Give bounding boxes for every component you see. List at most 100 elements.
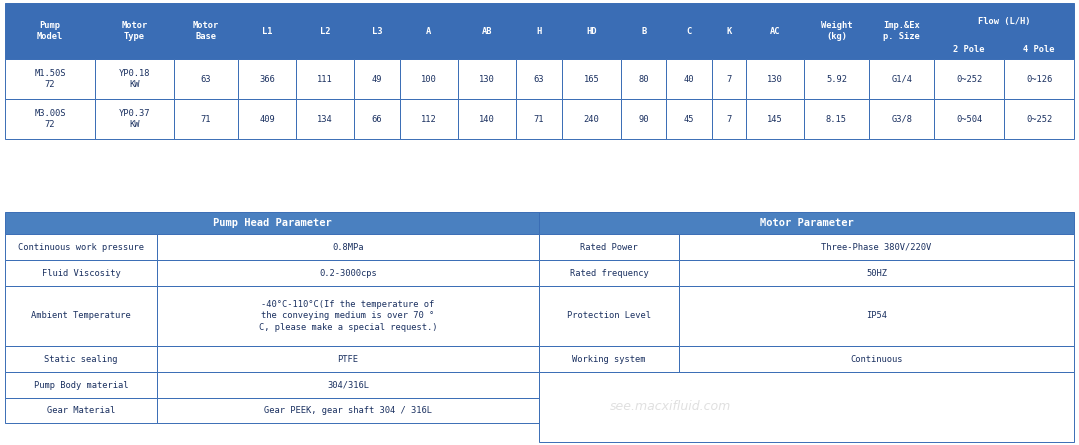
Bar <box>934 99 1005 139</box>
Text: Motor
Base: Motor Base <box>193 20 219 41</box>
Text: C: C <box>686 27 692 36</box>
Text: H: H <box>536 27 542 36</box>
Text: 63: 63 <box>201 74 211 84</box>
Bar <box>622 99 667 139</box>
Text: Fluid Viscosity: Fluid Viscosity <box>42 268 121 278</box>
Text: 145: 145 <box>767 114 782 124</box>
Text: 0~504: 0~504 <box>956 114 982 124</box>
Text: Motor Parameter: Motor Parameter <box>760 218 853 228</box>
Bar <box>622 59 667 99</box>
Bar <box>804 99 869 139</box>
Bar <box>296 3 354 59</box>
Text: G3/8: G3/8 <box>891 114 912 124</box>
Text: AC: AC <box>769 27 780 36</box>
Text: 71: 71 <box>201 114 211 124</box>
Bar <box>540 286 679 346</box>
Text: 66: 66 <box>372 114 382 124</box>
Bar <box>679 234 1074 260</box>
Text: L3: L3 <box>372 27 382 36</box>
Text: 0.2-3000cps: 0.2-3000cps <box>319 268 377 278</box>
Text: K: K <box>726 27 732 36</box>
Text: Continuous: Continuous <box>850 355 903 364</box>
Bar <box>1005 59 1074 99</box>
Text: 5.92: 5.92 <box>825 74 847 84</box>
Text: Static sealing: Static sealing <box>44 355 118 364</box>
Text: 112: 112 <box>421 114 437 124</box>
Text: Motor
Type: Motor Type <box>122 20 148 41</box>
Text: Pump Body material: Pump Body material <box>33 380 128 389</box>
Text: 71: 71 <box>534 114 544 124</box>
Text: 0~252: 0~252 <box>1026 114 1052 124</box>
Text: IP54: IP54 <box>866 312 887 320</box>
Bar <box>5 99 95 139</box>
Bar <box>562 59 622 99</box>
Bar <box>746 59 804 99</box>
Bar <box>5 398 158 423</box>
Bar <box>158 286 540 346</box>
Bar <box>5 346 158 372</box>
Text: Weight
(kg): Weight (kg) <box>821 20 852 41</box>
Bar <box>540 260 679 286</box>
Bar <box>296 59 354 99</box>
Bar <box>5 59 95 99</box>
Text: 0~126: 0~126 <box>1026 74 1052 84</box>
Bar <box>540 234 679 260</box>
Text: 0.8MPa: 0.8MPa <box>332 243 364 251</box>
Text: 49: 49 <box>372 74 382 84</box>
Text: M1.50S
72: M1.50S 72 <box>35 69 66 89</box>
Text: Imp.&Ex
p. Size: Imp.&Ex p. Size <box>884 20 920 41</box>
Bar <box>562 3 622 59</box>
Text: 409: 409 <box>259 114 275 124</box>
Bar <box>5 234 158 260</box>
Text: 7: 7 <box>726 74 732 84</box>
Bar <box>158 260 540 286</box>
Bar <box>746 3 804 59</box>
Text: Gear Material: Gear Material <box>46 406 115 415</box>
Text: 45: 45 <box>684 114 695 124</box>
Bar <box>712 59 746 99</box>
Text: Rated frequency: Rated frequency <box>570 268 648 278</box>
Text: L1: L1 <box>262 27 272 36</box>
Bar <box>622 3 667 59</box>
Text: 0~252: 0~252 <box>956 74 982 84</box>
Bar <box>562 99 622 139</box>
Text: 4 Pole: 4 Pole <box>1023 45 1055 54</box>
Text: A: A <box>426 27 432 36</box>
Text: YP0.18
KW: YP0.18 KW <box>119 69 150 89</box>
Text: Ambient Temperature: Ambient Temperature <box>31 312 131 320</box>
Bar <box>237 59 296 99</box>
Text: Pump Head Parameter: Pump Head Parameter <box>213 218 331 228</box>
Bar <box>679 260 1074 286</box>
Bar <box>516 99 562 139</box>
Text: 100: 100 <box>421 74 437 84</box>
Bar <box>354 3 399 59</box>
Text: YP0.37
KW: YP0.37 KW <box>119 109 150 129</box>
Text: 134: 134 <box>317 114 333 124</box>
Bar <box>804 59 869 99</box>
Bar <box>296 99 354 139</box>
Bar <box>174 59 237 99</box>
Text: 304/316L: 304/316L <box>327 380 369 389</box>
Bar <box>869 3 934 59</box>
Bar <box>95 99 174 139</box>
Text: -40°C-110°C(If the temperature of
the conveying medium is over 70 °
C, please ma: -40°C-110°C(If the temperature of the co… <box>259 299 437 332</box>
Bar <box>174 99 237 139</box>
Bar <box>354 99 399 139</box>
Bar <box>934 3 1074 40</box>
Bar <box>5 3 95 59</box>
Text: B: B <box>641 27 646 36</box>
Bar <box>667 99 712 139</box>
Bar <box>158 398 540 423</box>
Bar <box>354 59 399 99</box>
Bar <box>158 234 540 260</box>
Text: see.macxifluid.com: see.macxifluid.com <box>610 400 730 413</box>
Bar <box>1005 40 1074 59</box>
Text: Pump
Model: Pump Model <box>37 20 64 41</box>
Bar <box>5 286 158 346</box>
Text: 63: 63 <box>534 74 544 84</box>
Text: 165: 165 <box>584 74 599 84</box>
Bar <box>457 99 516 139</box>
Bar <box>457 59 516 99</box>
Text: AB: AB <box>482 27 492 36</box>
Text: 366: 366 <box>259 74 275 84</box>
